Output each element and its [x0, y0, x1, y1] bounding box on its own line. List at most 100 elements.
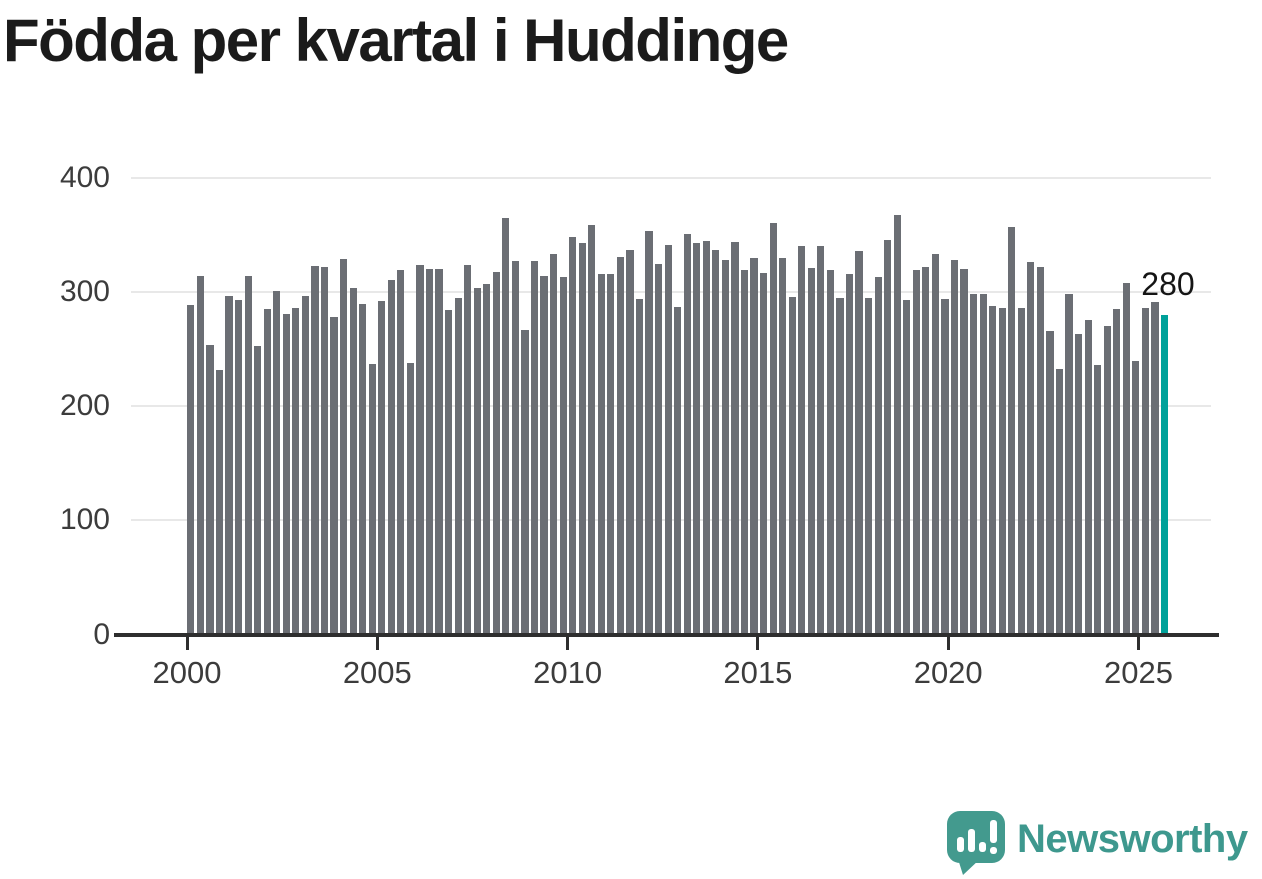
bar [874, 277, 882, 635]
highlight-value-label: 280 [1141, 266, 1195, 302]
x-tick-mark-2000 [185, 637, 189, 650]
bar [607, 273, 615, 635]
bar [340, 259, 348, 635]
bar [387, 279, 395, 635]
x-tick-mark-2010 [566, 637, 570, 650]
bar [969, 294, 978, 635]
bar [1008, 227, 1016, 635]
bar [301, 295, 310, 635]
bar [1132, 360, 1140, 635]
bar [540, 276, 548, 635]
bar [693, 243, 701, 635]
bar [826, 270, 834, 635]
bar [521, 329, 529, 635]
bar [989, 305, 997, 635]
bar [368, 364, 376, 635]
bar [903, 300, 911, 635]
bar [855, 251, 863, 635]
bar [750, 257, 758, 635]
bar [397, 270, 405, 635]
x-tick-mark-2025 [1137, 637, 1140, 650]
bar [760, 272, 768, 635]
bar [254, 345, 262, 635]
bar [187, 304, 195, 635]
bar [464, 264, 472, 635]
bar [683, 233, 691, 635]
x-tick-label-2025: 2025 [1104, 655, 1173, 690]
bar [263, 309, 271, 635]
bar [626, 249, 634, 635]
bar [445, 310, 453, 635]
newsworthy-logo-text: Newsworthy [1017, 817, 1248, 861]
bar [349, 287, 357, 635]
bar [1065, 294, 1073, 635]
bar [416, 264, 424, 635]
bar [912, 270, 920, 635]
bar [845, 273, 854, 635]
bar [769, 222, 777, 635]
bar [1113, 309, 1121, 635]
bar [702, 240, 710, 635]
bar [273, 290, 281, 635]
bar [721, 260, 729, 635]
chart-title: Födda per kvartal i Huddinge [3, 7, 789, 74]
bar [1103, 326, 1111, 635]
bar [807, 268, 815, 635]
bar [979, 294, 987, 635]
bar [960, 269, 968, 635]
bar [884, 239, 892, 635]
bar [1122, 283, 1130, 635]
x-tick-label-2015: 2015 [723, 655, 793, 690]
bar [931, 254, 939, 635]
y-tick-label-200: 200 [59, 389, 110, 423]
bar [712, 249, 720, 635]
bar [292, 308, 300, 635]
bar [922, 267, 930, 635]
bar [492, 271, 500, 635]
bar [1141, 308, 1149, 635]
bar [378, 301, 386, 635]
x-tick-label-2000: 2000 [152, 655, 222, 690]
x-tick-mark-2015 [756, 637, 760, 650]
bar [244, 276, 252, 635]
bar [196, 276, 205, 635]
bar [1151, 302, 1159, 635]
bar [645, 230, 653, 635]
bar [597, 273, 605, 635]
bar [1094, 365, 1102, 635]
x-tick-label-2020: 2020 [913, 655, 983, 690]
bar [788, 296, 796, 635]
bar [225, 295, 233, 635]
bar [1046, 330, 1054, 635]
bar [569, 237, 577, 635]
bar [330, 317, 338, 635]
bar [502, 217, 510, 635]
bar [950, 260, 959, 635]
bar [1084, 319, 1092, 635]
bar [1036, 267, 1044, 635]
bar [473, 287, 481, 635]
bar-highlighted [1160, 314, 1169, 635]
bar [435, 269, 443, 635]
bar [616, 256, 624, 635]
bar [206, 344, 214, 635]
bar [817, 246, 825, 635]
bar [1027, 262, 1035, 635]
bar [578, 243, 586, 635]
bar [998, 308, 1006, 635]
y-tick-label-0: 0 [93, 617, 110, 651]
y-tick-label-400: 400 [59, 161, 110, 195]
bar [359, 303, 367, 635]
bar [425, 269, 434, 635]
bar [798, 246, 806, 635]
bar [483, 284, 491, 635]
newsworthy-logo[interactable]: Newsworthy [947, 811, 1248, 875]
bar [550, 254, 558, 635]
bar [893, 214, 901, 635]
bar [635, 298, 644, 635]
bar [864, 297, 873, 635]
bar [311, 265, 319, 635]
bar [320, 267, 329, 635]
x-tick-mark-2005 [375, 637, 379, 650]
